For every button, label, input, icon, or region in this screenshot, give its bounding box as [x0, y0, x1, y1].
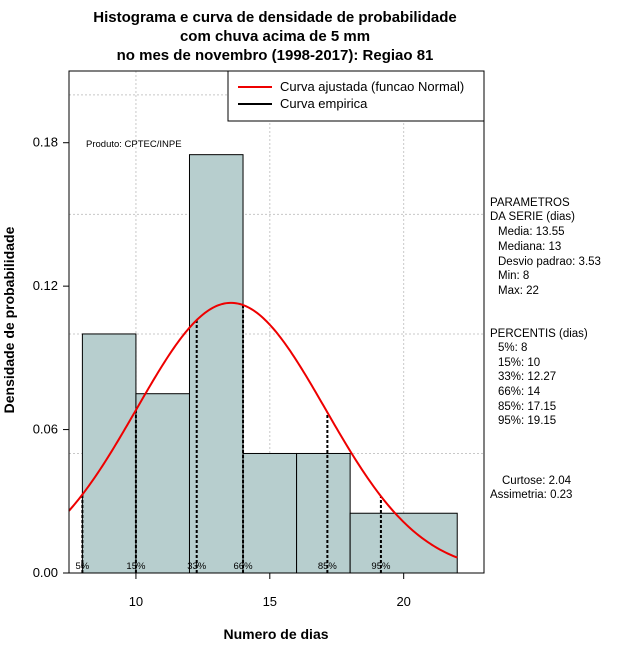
parametros-panel: PARAMETROS DA SERIE (dias) Media: 13.55 …: [490, 197, 601, 297]
chart-title-line-2: com chuva acima de 5 mm: [180, 28, 370, 45]
parametro-desvio: Desvio padrao: 3.53: [498, 256, 601, 268]
legend: Curva ajustada (funcao Normal) Curva emp…: [227, 70, 485, 122]
y-tick-label: 0.06: [33, 422, 58, 437]
parametro-media: Media: 13.55: [498, 226, 565, 238]
assimetria-stat: Assimetria: 0.23: [490, 489, 572, 501]
percentil-5: 5%: 8: [498, 342, 527, 354]
percentis-header: PERCENTIS (dias): [490, 328, 588, 340]
percentis-panel: PERCENTIS (dias) 5%: 8 15%: 10 33%: 12.2…: [490, 328, 588, 427]
histogram-bar: [135, 393, 190, 574]
percentile-label: 85%: [318, 561, 338, 572]
percentile-label: 5%: [76, 561, 90, 572]
normal-fit-curve: [68, 301, 458, 559]
percentil-66: 66%: 14: [498, 386, 541, 398]
parametro-max: Max: 22: [498, 285, 539, 297]
chart-title-line-1: Histograma e curva de densidade de proba…: [93, 9, 456, 26]
percentil-33: 33%: 12.27: [498, 371, 556, 383]
curtose-stat: Curtose: 2.04: [502, 475, 572, 487]
parametros-header-2: DA SERIE (dias): [490, 211, 575, 223]
y-tick-label: 0.18: [33, 135, 58, 150]
x-axis-ticks: 10 15 20: [129, 573, 411, 609]
product-credit: Produto: CPTEC/INPE: [86, 139, 182, 150]
percentile-label: 33%: [187, 561, 207, 572]
shape-panel: Curtose: 2.04 Assimetria: 0.23: [490, 475, 572, 501]
percentile-label: 95%: [371, 561, 391, 572]
parametro-min: Min: 8: [498, 270, 529, 282]
parametro-mediana: Mediana: 13: [498, 241, 561, 253]
histogram-bar: [296, 452, 351, 574]
legend-label-fit: Curva ajustada (funcao Normal): [280, 79, 464, 94]
percentil-85: 85%: 17.15: [498, 401, 556, 413]
parametros-header-1: PARAMETROS: [490, 197, 570, 209]
x-tick-label: 15: [263, 594, 277, 609]
chart-title-line-3: no mes de novembro (1998-2017): Regiao 8…: [117, 47, 434, 64]
histogram-bars: [81, 154, 458, 574]
percentile-lines: 5% 15% 33% 66% 85% 95%: [76, 305, 391, 573]
x-tick-label: 10: [129, 594, 143, 609]
y-axis-label: Densidade de probabilidade: [1, 226, 17, 413]
y-axis-ticks: 0.00 0.06 0.12 0.18: [33, 135, 69, 580]
x-tick-label: 20: [396, 594, 410, 609]
percentil-95: 95%: 19.15: [498, 415, 556, 427]
histogram-bar: [242, 452, 298, 574]
y-tick-label: 0.00: [33, 565, 58, 580]
percentile-label: 15%: [126, 561, 146, 572]
percentile-label: 66%: [234, 561, 254, 572]
legend-label-empirical: Curva empirica: [280, 96, 368, 111]
y-tick-label: 0.12: [33, 278, 58, 293]
legend-box: [227, 70, 485, 122]
histogram-bar: [188, 154, 244, 574]
x-axis-label: Numero de dias: [223, 626, 328, 642]
percentil-15: 15%: 10: [498, 357, 540, 369]
